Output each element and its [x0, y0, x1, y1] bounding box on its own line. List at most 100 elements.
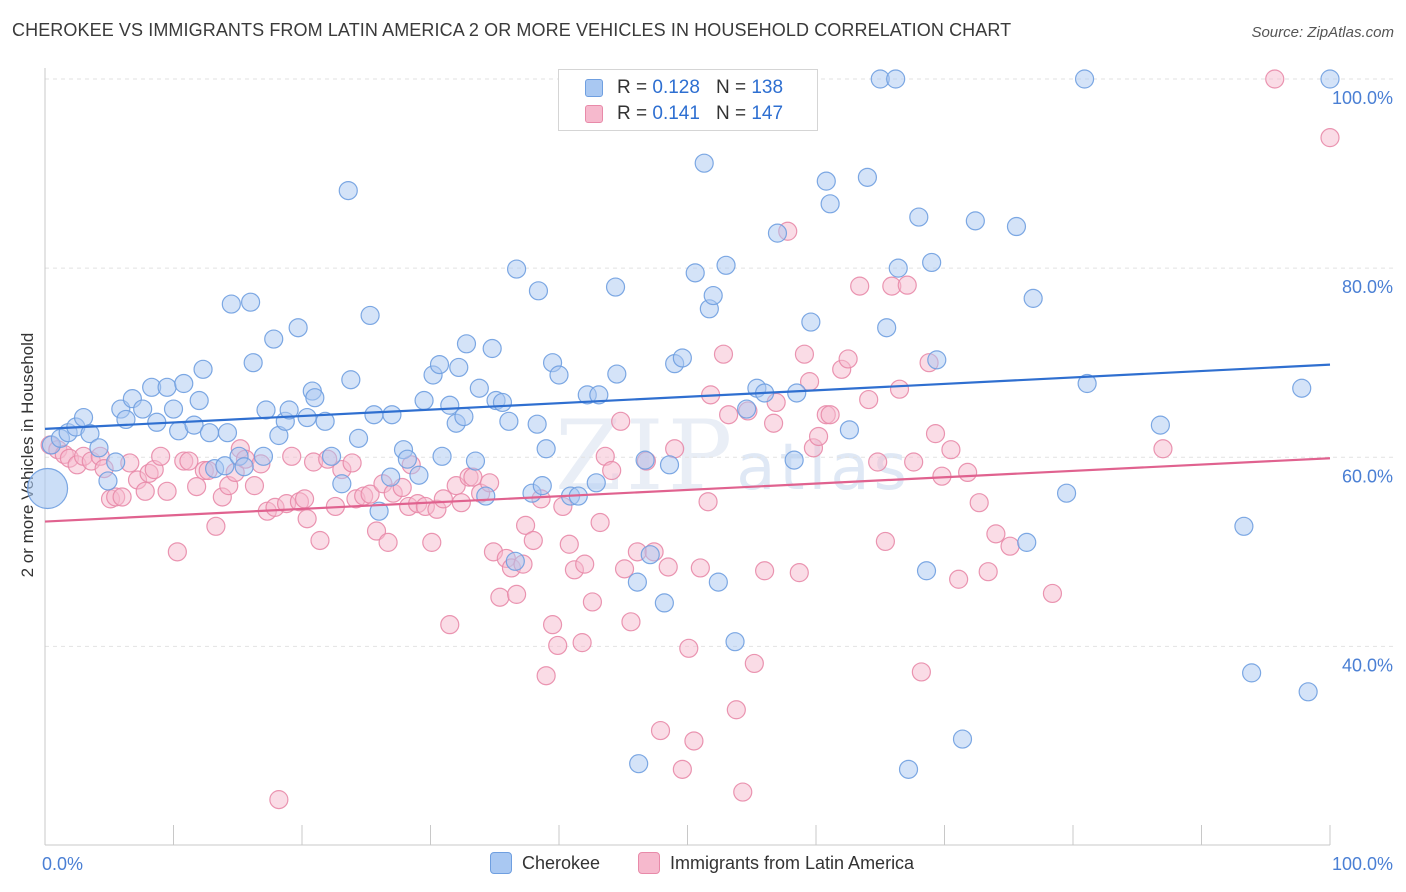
latin-america-point: [763, 413, 784, 433]
cherokee-point: [465, 451, 486, 471]
cherokee-point: [909, 207, 929, 227]
y-tick-label: 40.0%: [1342, 655, 1393, 675]
latin-america-point: [1042, 583, 1063, 604]
latin-america-point: [794, 344, 815, 364]
latin-america-point: [490, 587, 510, 607]
cherokee-point: [193, 359, 213, 379]
cherokee-point: [476, 486, 496, 506]
latin-america-point: [925, 424, 946, 444]
latin-america-point: [621, 612, 641, 632]
latin-america-point: [789, 563, 809, 583]
cherokee-point: [199, 423, 220, 443]
cherokee-point: [927, 350, 947, 370]
cherokee-point: [189, 390, 209, 411]
latin-america-point: [838, 349, 858, 369]
bottom-cherokee-swatch: [490, 852, 512, 874]
latin-america-point: [515, 515, 536, 535]
latin-america-point: [463, 467, 483, 487]
legend-n-value-cherokee: 138: [751, 77, 784, 98]
latin-america-point: [1265, 69, 1285, 89]
cherokee-point: [627, 572, 647, 592]
cherokee-point: [1077, 373, 1097, 394]
cherokee-point: [1006, 216, 1027, 237]
latin-america-point: [206, 516, 226, 536]
latin-america-point: [698, 492, 718, 512]
cherokee-point: [784, 450, 804, 470]
y-tick-label: 80.0%: [1342, 277, 1393, 297]
latin-america-point: [294, 489, 315, 509]
cherokee-point: [801, 312, 821, 332]
latin-america-point: [451, 493, 471, 513]
cherokee-point: [321, 446, 342, 466]
cherokee-point: [685, 263, 705, 283]
bottom-latin-swatch: [638, 852, 660, 874]
cherokee-point: [482, 338, 502, 359]
latin-america-point: [754, 561, 775, 581]
y-tick-label: 100.0%: [1332, 88, 1393, 108]
chart-title: CHEROKEE VS IMMIGRANTS FROM LATIN AMERIC…: [12, 20, 1012, 40]
x-tick-label: 0.0%: [42, 854, 83, 874]
cherokee-point: [106, 452, 126, 472]
latin-america-point: [665, 439, 685, 459]
cherokee-point: [364, 405, 384, 425]
cherokee-point: [1056, 483, 1077, 503]
latin-america-point: [582, 592, 603, 612]
latin-america-point: [282, 446, 302, 466]
cherokee-point: [703, 285, 723, 306]
latin-america-point: [440, 615, 460, 635]
cherokee-point: [297, 407, 317, 428]
cherokee-point: [737, 399, 757, 419]
cherokee-point: [922, 252, 942, 273]
cherokee-point: [305, 388, 325, 408]
latin-america-point: [1153, 439, 1173, 459]
latin-america-point: [859, 389, 879, 410]
cherokee-point: [888, 258, 908, 278]
cherokee-point: [89, 438, 109, 458]
latin-america-point: [378, 532, 398, 552]
cherokee-point: [26, 467, 69, 510]
y-tick-labels: 40.0% 60.0% 80.0% 100.0%: [1332, 88, 1393, 675]
latin-america-point: [575, 554, 595, 574]
cherokee-point: [288, 318, 308, 338]
cherokee-point: [234, 457, 254, 477]
cherokee-point: [886, 69, 906, 89]
latin-america-point: [433, 489, 453, 509]
cherokee-point: [221, 294, 241, 314]
cherokee-point: [414, 390, 434, 411]
cherokee-point: [1320, 69, 1340, 89]
cherokee-point: [1017, 532, 1037, 552]
cherokee-point: [527, 414, 547, 434]
cherokee-point: [264, 329, 284, 349]
cherokee-point: [549, 365, 569, 385]
bottom-legend-cherokee-label: Cherokee: [522, 852, 601, 873]
legend-r-value-cherokee: 0.128: [652, 77, 700, 98]
cherokee-point: [338, 180, 358, 201]
x-tick-label: 100.0%: [1332, 854, 1393, 874]
cherokee-point: [820, 194, 840, 214]
cherokee-point: [454, 407, 474, 427]
latin-swatch: [585, 105, 603, 123]
cherokee-point: [965, 211, 985, 231]
cherokee-point: [429, 354, 450, 375]
latin-america-point: [690, 558, 710, 578]
cherokee-point: [708, 572, 728, 592]
cherokee-point: [952, 729, 973, 749]
latin-america-point: [157, 481, 177, 501]
latin-america-point: [978, 562, 998, 582]
cherokee-point: [348, 428, 369, 448]
cherokee-point: [397, 449, 417, 469]
cherokee-point: [469, 378, 489, 398]
cherokee-point: [857, 167, 878, 187]
cherokee-point: [506, 259, 527, 279]
latin-america-point: [808, 426, 829, 447]
axes: [44, 68, 1331, 846]
latin-america-point: [1000, 536, 1020, 556]
cherokee-trend-line: [44, 363, 1331, 430]
legend-r-label: R =: [617, 77, 648, 98]
cherokee-point: [635, 450, 655, 470]
latin-america-trend-line: [44, 457, 1331, 523]
latin-america-point: [342, 453, 362, 473]
cherokee-point: [256, 400, 276, 420]
latin-america-point: [684, 731, 704, 751]
